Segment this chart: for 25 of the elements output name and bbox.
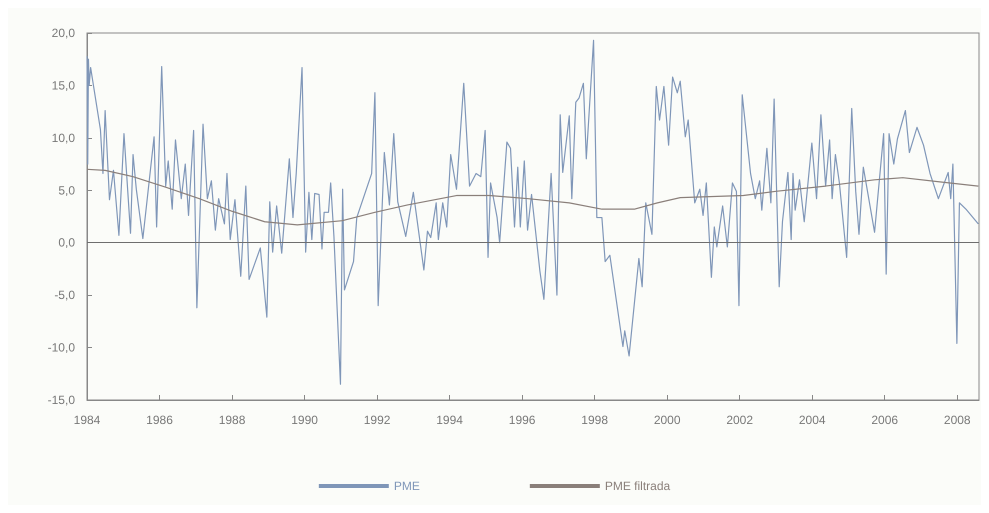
line-series — [86, 168, 979, 226]
y-tick-label: -15,0 — [48, 393, 76, 407]
text: PME filtrada — [604, 479, 671, 493]
x-tick-label: 2006 — [871, 413, 898, 427]
text: PME — [394, 479, 420, 493]
x-tick-label: 2002 — [726, 413, 754, 427]
y-tick-label: 0,0 — [58, 236, 76, 250]
y-tick-label: 15,0 — [52, 78, 76, 92]
x-tick-label: 1990 — [291, 413, 318, 427]
x-tick-label: 2004 — [798, 413, 826, 427]
x-tick-label: 1986 — [146, 413, 174, 427]
x-tick-label: 1996 — [508, 413, 536, 427]
y-tick-label: 10,0 — [52, 130, 76, 145]
line-series — [86, 40, 979, 385]
y-tick-label: -5,0 — [54, 288, 76, 302]
x-tick-label: 1994 — [436, 413, 464, 427]
y-tick-label: 5,0 — [58, 183, 76, 198]
x-tick-label: 2008 — [944, 413, 971, 427]
x-tick-label: 2000 — [654, 413, 681, 427]
x-tick-label: 1998 — [581, 413, 608, 427]
y-tick-label: -10,0 — [48, 340, 76, 355]
x-tick-label: 1984 — [74, 413, 101, 427]
y-tick-label: 20,0 — [52, 26, 76, 40]
x-tick-label: 1988 — [218, 413, 246, 427]
x-tick-label: 1992 — [364, 413, 391, 427]
